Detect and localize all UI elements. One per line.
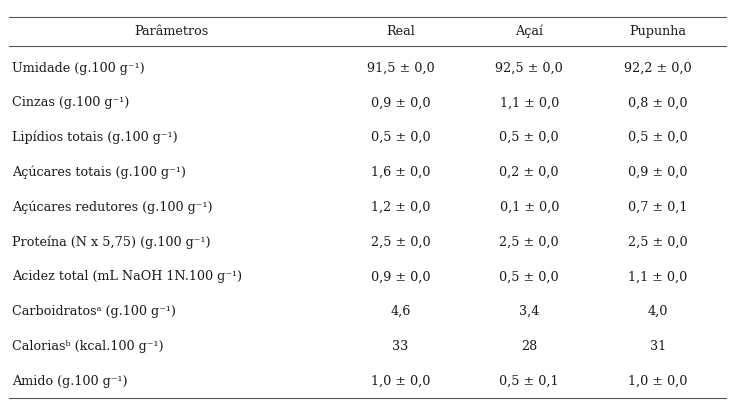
Text: 4,6: 4,6 xyxy=(390,305,411,318)
Text: 0,5 ± 0,0: 0,5 ± 0,0 xyxy=(370,131,431,144)
Text: 3,4: 3,4 xyxy=(519,305,539,318)
Text: 0,5 ± 0,0: 0,5 ± 0,0 xyxy=(628,131,688,144)
Text: Açúcares totais (g.100 g⁻¹): Açúcares totais (g.100 g⁻¹) xyxy=(12,165,187,179)
Text: Açaí: Açaí xyxy=(515,25,543,38)
Text: Caloriasᵇ (kcal.100 g⁻¹): Caloriasᵇ (kcal.100 g⁻¹) xyxy=(12,339,164,352)
Text: 0,9 ± 0,0: 0,9 ± 0,0 xyxy=(371,96,430,109)
Text: 92,2 ± 0,0: 92,2 ± 0,0 xyxy=(624,62,692,75)
Text: 31: 31 xyxy=(650,339,666,352)
Text: 1,6 ± 0,0: 1,6 ± 0,0 xyxy=(371,166,430,179)
Text: 28: 28 xyxy=(521,339,537,352)
Text: 2,5 ± 0,0: 2,5 ± 0,0 xyxy=(628,235,688,248)
Text: 0,9 ± 0,0: 0,9 ± 0,0 xyxy=(371,270,430,283)
Text: 0,9 ± 0,0: 0,9 ± 0,0 xyxy=(628,166,687,179)
Text: 1,2 ± 0,0: 1,2 ± 0,0 xyxy=(371,200,430,213)
Text: 0,5 ± 0,1: 0,5 ± 0,1 xyxy=(500,374,559,387)
Text: Acidez total (mL NaOH 1N.100 g⁻¹): Acidez total (mL NaOH 1N.100 g⁻¹) xyxy=(12,270,243,283)
Text: Proteína (N x 5,75) (g.100 g⁻¹): Proteína (N x 5,75) (g.100 g⁻¹) xyxy=(12,235,211,248)
Text: 91,5 ± 0,0: 91,5 ± 0,0 xyxy=(367,62,434,75)
Text: Carboidratosᵃ (g.100 g⁻¹): Carboidratosᵃ (g.100 g⁻¹) xyxy=(12,305,176,318)
Text: Pupunha: Pupunha xyxy=(629,25,686,38)
Text: 0,1 ± 0,0: 0,1 ± 0,0 xyxy=(500,200,559,213)
Text: 4,0: 4,0 xyxy=(648,305,668,318)
Text: 0,5 ± 0,0: 0,5 ± 0,0 xyxy=(499,131,559,144)
Text: 33: 33 xyxy=(392,339,409,352)
Text: 0,2 ± 0,0: 0,2 ± 0,0 xyxy=(500,166,559,179)
Text: 1,0 ± 0,0: 1,0 ± 0,0 xyxy=(371,374,430,387)
Text: 1,1 ± 0,0: 1,1 ± 0,0 xyxy=(500,96,559,109)
Text: 2,5 ± 0,0: 2,5 ± 0,0 xyxy=(499,235,559,248)
Text: 1,0 ± 0,0: 1,0 ± 0,0 xyxy=(628,374,687,387)
Text: Umidade (g.100 g⁻¹): Umidade (g.100 g⁻¹) xyxy=(12,62,146,75)
Text: Lipídios totais (g.100 g⁻¹): Lipídios totais (g.100 g⁻¹) xyxy=(12,131,179,144)
Text: 2,5 ± 0,0: 2,5 ± 0,0 xyxy=(370,235,431,248)
Text: Real: Real xyxy=(386,25,415,38)
Text: Amido (g.100 g⁻¹): Amido (g.100 g⁻¹) xyxy=(12,374,128,387)
Text: 0,7 ± 0,1: 0,7 ± 0,1 xyxy=(628,200,687,213)
Text: 0,5 ± 0,0: 0,5 ± 0,0 xyxy=(499,270,559,283)
Text: Parâmetros: Parâmetros xyxy=(135,25,209,38)
Text: 1,1 ± 0,0: 1,1 ± 0,0 xyxy=(628,270,687,283)
Text: Açúcares redutores (g.100 g⁻¹): Açúcares redutores (g.100 g⁻¹) xyxy=(12,200,213,213)
Text: 92,5 ± 0,0: 92,5 ± 0,0 xyxy=(495,62,563,75)
Text: Cinzas (g.100 g⁻¹): Cinzas (g.100 g⁻¹) xyxy=(12,96,130,109)
Text: 0,8 ± 0,0: 0,8 ± 0,0 xyxy=(628,96,687,109)
